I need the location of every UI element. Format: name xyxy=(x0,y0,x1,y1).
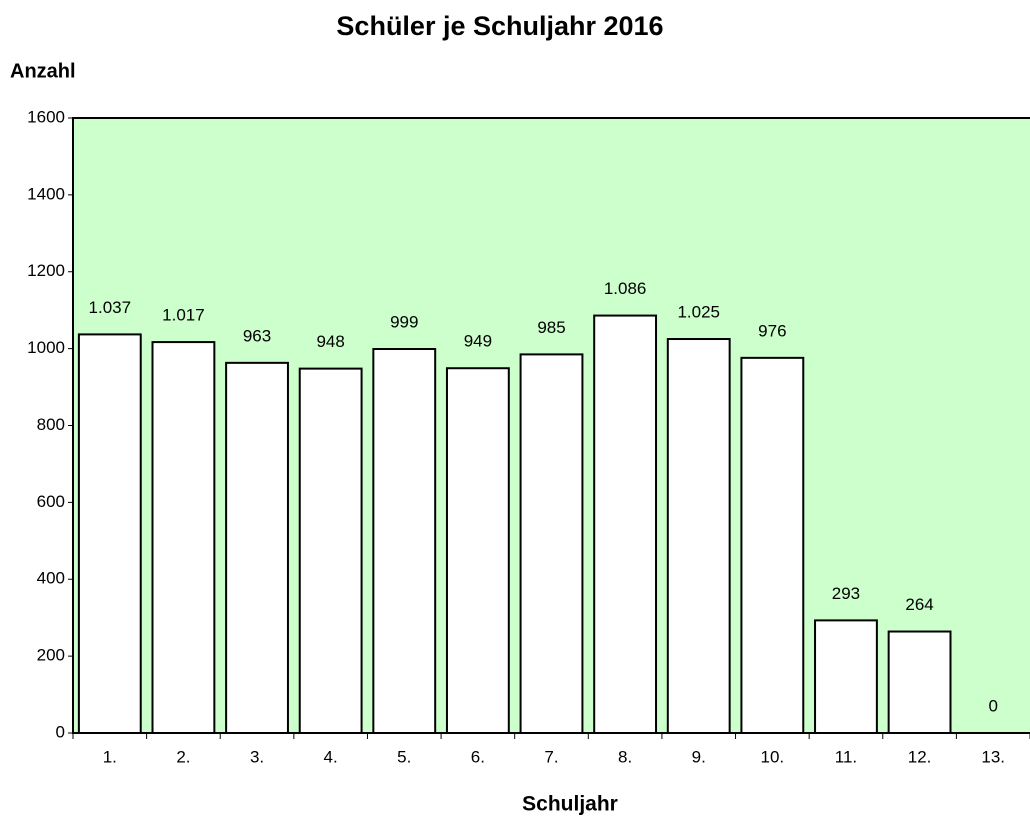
y-tick-label: 200 xyxy=(37,646,65,665)
bar xyxy=(77,333,142,734)
bar xyxy=(740,356,805,734)
value-label: 963 xyxy=(243,326,271,345)
x-tick-label: 1. xyxy=(103,747,117,766)
value-label: 999 xyxy=(390,312,418,331)
value-label: 985 xyxy=(537,318,565,337)
x-tick-label: 10. xyxy=(761,747,785,766)
value-label: 948 xyxy=(316,332,344,351)
bar xyxy=(225,361,289,734)
x-axis-title: Schuljahr xyxy=(522,793,618,816)
bar xyxy=(814,619,878,734)
x-tick-label: 7. xyxy=(544,747,558,766)
x-tick-label: 9. xyxy=(692,747,706,766)
chart-title: Schüler je Schuljahr 2016 xyxy=(336,11,663,41)
bar xyxy=(666,338,731,734)
y-tick-label: 1200 xyxy=(27,261,65,280)
bar xyxy=(372,348,437,734)
x-tick-label: 12. xyxy=(908,747,932,766)
x-tick-label: 6. xyxy=(471,747,485,766)
y-tick-label: 1600 xyxy=(27,107,65,126)
value-label: 1.086 xyxy=(604,279,647,298)
value-label: 293 xyxy=(832,584,860,603)
value-label: 264 xyxy=(905,595,933,614)
x-tick-label: 13. xyxy=(981,747,1005,766)
x-tick-label: 11. xyxy=(835,747,857,766)
y-tick-label: 0 xyxy=(56,722,65,741)
value-label: 949 xyxy=(464,332,492,351)
x-tick-label: 8. xyxy=(618,747,632,766)
value-label: 976 xyxy=(758,321,786,340)
value-label: 1.017 xyxy=(162,306,205,325)
y-tick-label: 800 xyxy=(37,415,65,434)
value-label: 1.037 xyxy=(89,298,132,317)
x-tick-label: 5. xyxy=(397,747,411,766)
value-label: 0 xyxy=(988,696,997,715)
bar xyxy=(593,314,658,734)
x-tick-label: 3. xyxy=(250,747,264,766)
y-tick-label: 600 xyxy=(37,492,65,511)
bar xyxy=(445,367,510,734)
bar xyxy=(519,353,584,734)
x-tick-label: 2. xyxy=(176,747,190,766)
x-tick-label: 4. xyxy=(324,747,338,766)
bar xyxy=(887,630,952,735)
value-label: 1.025 xyxy=(677,303,720,322)
bar xyxy=(151,341,216,734)
bar xyxy=(298,367,363,734)
y-axis-title: Anzahl xyxy=(10,60,76,82)
y-tick-label: 400 xyxy=(37,569,65,588)
y-tick-label: 1000 xyxy=(27,338,65,357)
y-tick-label: 1400 xyxy=(27,184,65,203)
